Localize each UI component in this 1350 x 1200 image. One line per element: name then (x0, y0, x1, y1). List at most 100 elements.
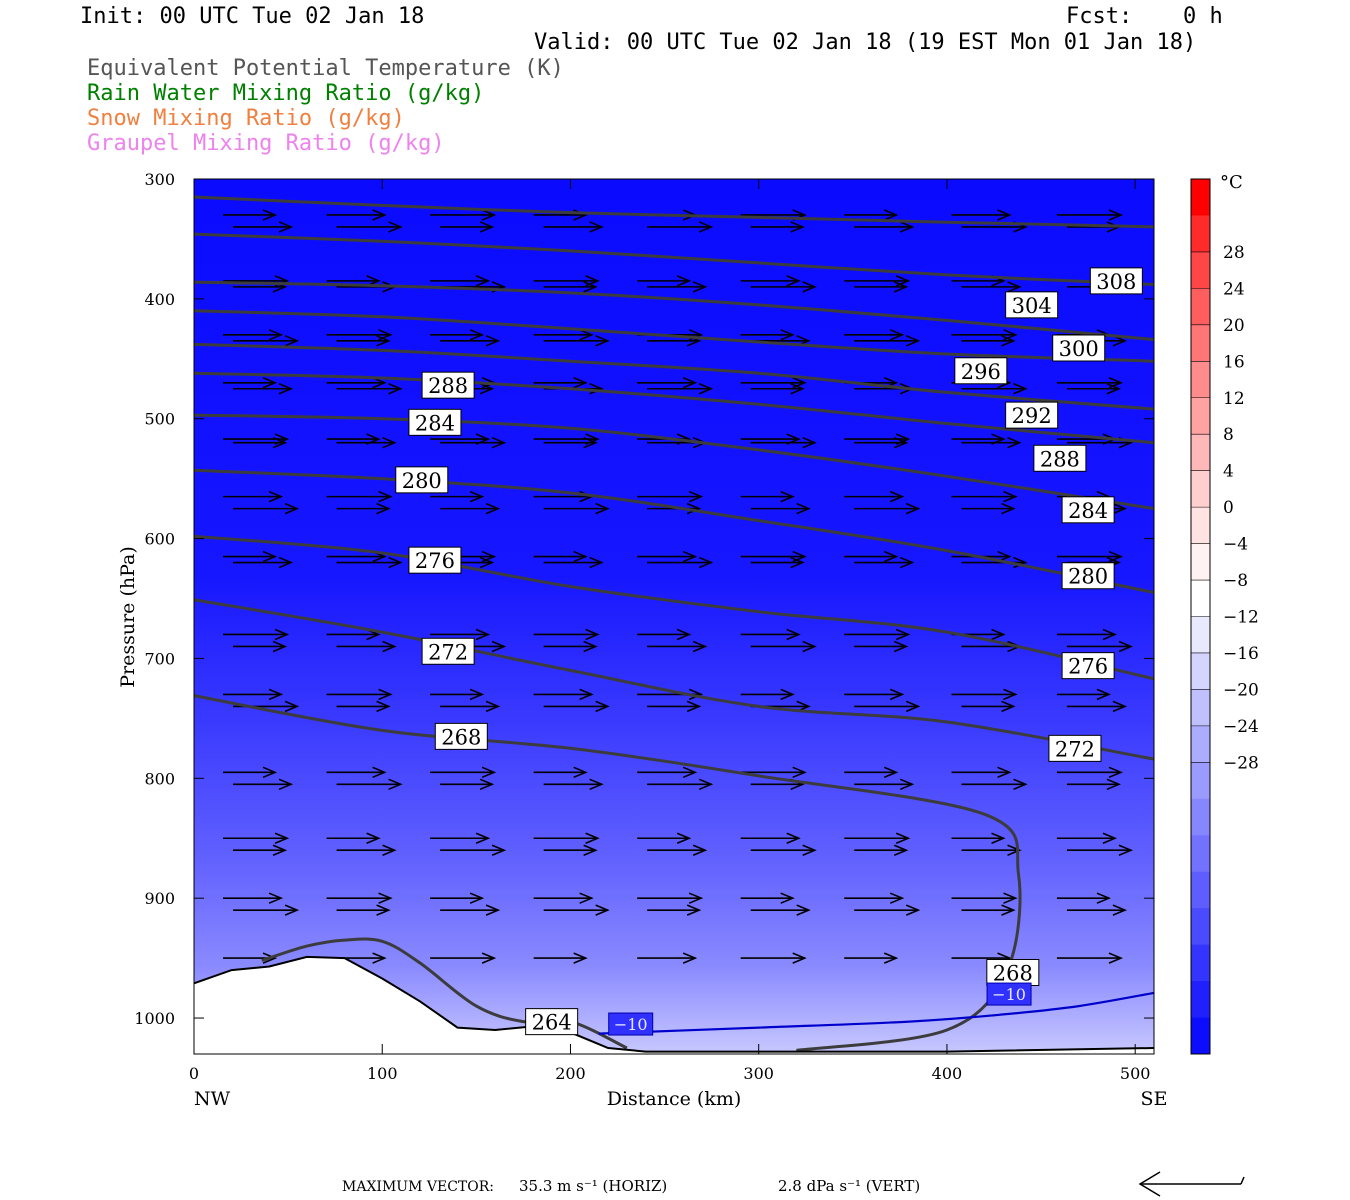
contour-label: 280 (1061, 562, 1115, 590)
wind-vector (1066, 640, 1134, 653)
colorbar-swatch (1191, 543, 1210, 581)
wind-vector (750, 640, 817, 653)
wind-vector (740, 688, 795, 701)
colorbar-swatch (1191, 397, 1210, 435)
wind-vector (430, 329, 485, 341)
contour-label: 280 (395, 466, 449, 494)
theta-e-contour (194, 232, 1154, 286)
colorbar-swatch (1191, 179, 1210, 216)
wind-vector (740, 275, 801, 287)
wind-vector (647, 281, 708, 293)
wind-vector (750, 904, 811, 916)
contour-label: 284 (1061, 496, 1115, 524)
wind-vector (844, 550, 899, 563)
colorbar-swatch (1191, 981, 1210, 1019)
wind-vector (647, 383, 714, 395)
x-axis-left-end: NW (194, 1088, 231, 1110)
contour-label: 272 (421, 637, 475, 665)
wind-vector (637, 766, 698, 779)
reference-vector-arrow (1138, 1171, 1245, 1197)
contour-label: 308 (1089, 267, 1143, 295)
wind-vector (951, 892, 1018, 904)
x-tick-label: 0 (189, 1064, 199, 1083)
theta-e-contour (194, 195, 1154, 229)
wind-vector (854, 700, 921, 713)
colorbar-label: 8 (1223, 425, 1234, 445)
wind-vector (543, 436, 598, 449)
svg-text:308: 308 (1096, 270, 1136, 294)
wind-vector (1066, 778, 1122, 791)
wind-vector (637, 628, 692, 641)
wind-vector (740, 766, 807, 779)
wind-vector (637, 490, 704, 503)
x-axis-right-end: SE (1141, 1088, 1168, 1110)
wind-vector (430, 628, 491, 641)
wind-vector (430, 832, 491, 844)
wind-vector (533, 628, 600, 641)
wind-vector (750, 281, 817, 293)
wind-vector (223, 209, 278, 221)
y-tick-label: 1000 (134, 1009, 175, 1028)
wind-vector (951, 490, 1018, 503)
wind-vector (336, 221, 403, 233)
wind-vector (326, 209, 387, 221)
svg-text:272: 272 (428, 640, 468, 664)
wind-vector (961, 778, 1028, 791)
wind-vector (844, 832, 911, 844)
contour-label: 276 (408, 546, 462, 574)
wind-vector (740, 832, 801, 844)
wind-vector (854, 281, 909, 293)
wind-vector (223, 832, 290, 844)
contour-label: 296 (954, 357, 1008, 385)
wind-vector (533, 377, 588, 389)
wind-vector (951, 209, 1012, 221)
colorbar-label: 20 (1223, 316, 1245, 336)
wind-vector (750, 844, 817, 856)
terrain (194, 956, 1154, 1054)
contour-label: 300 (1052, 334, 1106, 362)
wind-vector (854, 335, 921, 347)
isotherm-label: −10 (608, 1012, 654, 1036)
wind-vector (1056, 628, 1118, 641)
colorbar-swatch (1191, 288, 1210, 326)
colorbar-label: 24 (1223, 279, 1245, 299)
legend-rain-water: Rain Water Mixing Ratio (g/kg) (87, 81, 485, 106)
wind-vector (233, 844, 288, 856)
contour-label: 292 (1005, 401, 1059, 429)
wind-vector (637, 892, 704, 904)
wind-vector (233, 436, 288, 449)
svg-text:288: 288 (1040, 447, 1080, 471)
wind-vector (326, 688, 393, 701)
svg-text:−10: −10 (614, 1015, 648, 1034)
wind-vector (326, 892, 393, 904)
wind-vector (430, 688, 485, 701)
wind-vector (647, 778, 714, 791)
colorbar-label: −16 (1223, 644, 1259, 664)
colorbar-label: −8 (1223, 571, 1248, 591)
svg-text:264: 264 (532, 1011, 572, 1035)
wind-vector (637, 550, 698, 563)
wind-vector (647, 640, 708, 653)
wind-vector (440, 700, 501, 713)
wind-vector (533, 550, 588, 563)
wind-vector (533, 892, 594, 904)
y-axis-title: Pressure (hPa) (117, 546, 139, 688)
colorbar-swatch (1191, 835, 1210, 873)
colorbar-swatch (1191, 725, 1210, 763)
colorbar-swatch (1191, 361, 1210, 399)
colorbar-label: −20 (1223, 680, 1259, 700)
wind-vector (854, 556, 915, 569)
svg-text:272: 272 (1055, 737, 1095, 761)
wind-vector (233, 556, 294, 569)
isotherm-label: −10 (986, 982, 1032, 1006)
y-tick-label: 800 (144, 769, 175, 788)
max-vector-vert: 2.8 dPa s⁻¹ (VERT) (778, 1177, 920, 1195)
theta-e-contour (194, 280, 1154, 342)
wind-vector (854, 904, 921, 916)
wind-vector (326, 377, 387, 389)
colorbar-swatch (1191, 762, 1210, 800)
colorbar-swatch (1191, 871, 1210, 909)
colorbar-unit: °C (1220, 172, 1243, 193)
svg-text:300: 300 (1059, 337, 1099, 361)
wind-vector (430, 892, 485, 904)
